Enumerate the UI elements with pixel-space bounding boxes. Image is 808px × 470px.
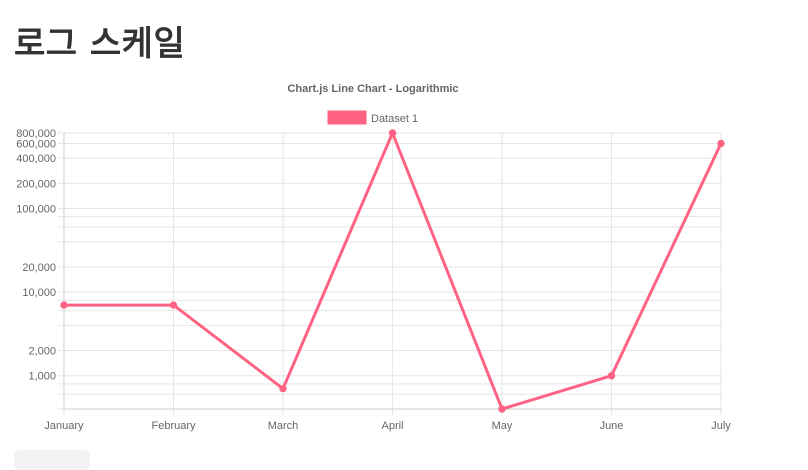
- x-tick-label: July: [711, 420, 731, 432]
- y-tick-label: 1,000: [28, 371, 56, 383]
- data-point[interactable]: [717, 139, 725, 148]
- line-chart: Chart.js Line Chart - Logarithmic Datase…: [16, 83, 731, 432]
- y-tick-label: 10,000: [22, 287, 56, 299]
- data-point[interactable]: [388, 129, 397, 137]
- x-tick-label: June: [600, 420, 624, 432]
- data-point[interactable]: [279, 384, 287, 393]
- series-dataset-1: [60, 129, 725, 413]
- data-point[interactable]: [169, 301, 178, 309]
- chart-grid: [58, 132, 722, 415]
- data-point[interactable]: [498, 405, 506, 413]
- x-axis-ticks: January February March April May June July: [44, 420, 731, 432]
- y-tick-label: 600,000: [16, 138, 56, 150]
- y-tick-label: 20,000: [22, 262, 56, 274]
- x-tick-label: May: [492, 420, 513, 432]
- legend-label: Dataset 1: [371, 113, 418, 125]
- x-tick-label: April: [381, 420, 403, 432]
- bottom-button[interactable]: [14, 450, 90, 470]
- x-tick-label: March: [268, 420, 299, 432]
- data-point[interactable]: [60, 301, 68, 309]
- data-point[interactable]: [607, 372, 616, 380]
- y-tick-label: 400,000: [16, 153, 56, 165]
- y-tick-label: 100,000: [16, 204, 56, 216]
- y-tick-label: 200,000: [16, 178, 56, 190]
- x-tick-label: February: [151, 420, 196, 432]
- y-tick-label: 2,000: [28, 346, 56, 358]
- chart-title: Chart.js Line Chart - Logarithmic: [287, 83, 458, 95]
- y-tick-label: 800,000: [16, 128, 56, 140]
- legend-swatch: [327, 110, 367, 125]
- x-tick-label: January: [44, 420, 84, 432]
- legend[interactable]: Dataset 1: [327, 110, 418, 125]
- page-title: 로그 스케일: [14, 24, 186, 64]
